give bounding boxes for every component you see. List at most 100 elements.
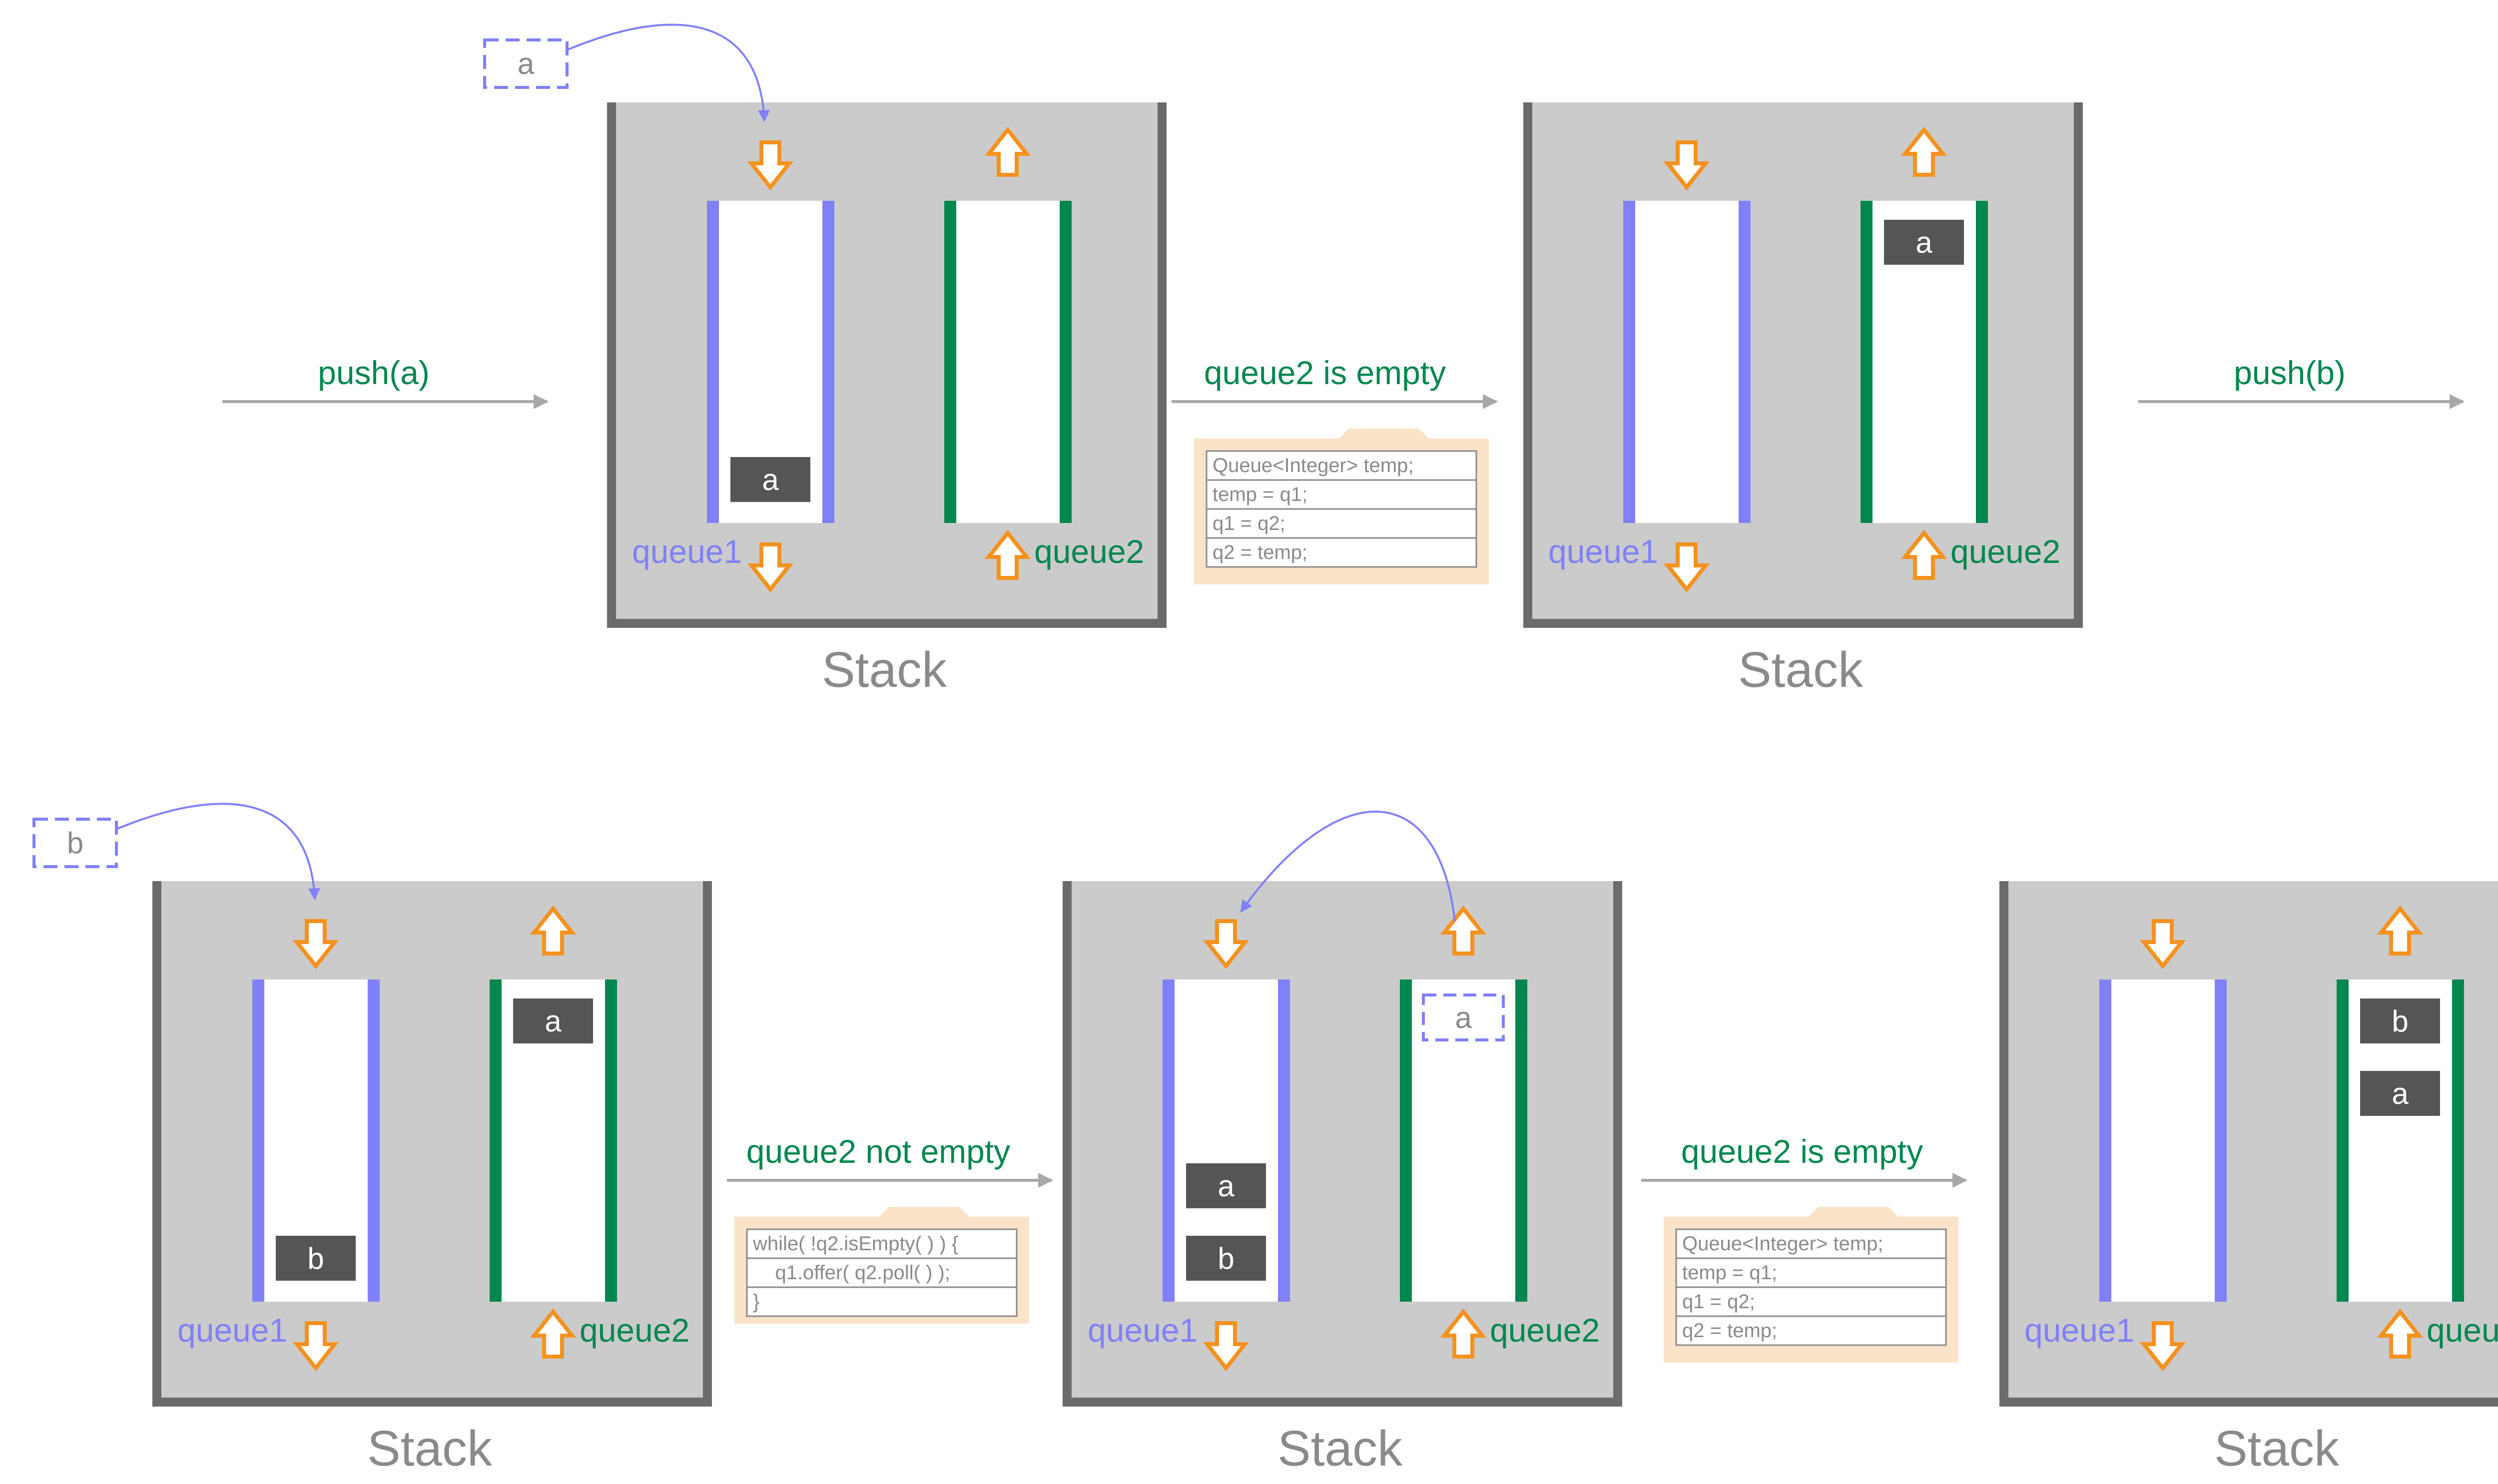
step-label: push(b) [2234,354,2346,391]
queue1-label: queue1 [2024,1312,2134,1349]
queue1-tube [2099,980,2227,1302]
stack-border [1063,881,1622,1407]
code-block: Queue<Integer> temp; temp = q1; q1 = q2; q2… [1664,1207,1958,1363]
queue2-wall-left [944,201,956,523]
incoming-label: b [67,826,83,860]
queue1-wall-right [368,980,380,1302]
step-label: push(a) [318,354,430,391]
queue2-wall-right [1515,980,1527,1302]
enqueue-down-arrow-icon [1203,919,1249,970]
queue2-wall-left [2337,980,2349,1302]
queue2-tube [1400,980,1527,1302]
queue2-item-label: a [1915,226,1932,259]
stack-body [152,881,712,1407]
dequeue-down-arrow-icon [1663,542,1710,593]
stack-diagram: Stack queue1 queue2 a [607,102,1167,698]
stack-body [1523,102,2083,628]
stack-label: Stack [2214,1421,2340,1477]
queue2-wall-right [605,980,617,1302]
queue1-wall-right [1278,980,1290,1302]
code-line: } [753,1291,759,1313]
step-label: queue2 not empty [746,1133,1010,1170]
queue2-item-label: a [2392,1077,2409,1110]
step-transition: queue2 is empty [1172,354,1498,409]
queue2-item [513,998,593,1043]
stack-body [607,102,1167,628]
stack-border [1999,881,2498,1407]
queue2-label: queue2 [1950,533,2060,570]
queue1-item [276,1236,356,1281]
stack-diagram: Stack queue1 queue2 a [1523,102,2083,698]
queue1-item [1186,1163,1266,1208]
step-label: queue2 is empty [1204,354,1446,391]
stack-border [1523,102,2083,628]
queue1-wall-left [707,201,719,523]
code-line: Queue<Integer> temp; [1213,455,1414,477]
queue1-wall-right [822,201,834,523]
queue2-wall-right [1976,201,1988,523]
dequeue-up-arrow-icon [530,905,577,956]
code-line: temp = q1; [1682,1262,1777,1284]
code-line: q2 = temp; [1682,1320,1777,1342]
step-label: queue2 is empty [1681,1133,1923,1170]
code-line: q1 = q2; [1213,512,1285,534]
step-transition: push(a) [222,354,549,409]
step-transition: push(b) [2138,354,2465,409]
dequeue-up-arrow-icon [1900,126,1947,177]
enqueue-up-arrow-icon [984,529,1031,580]
stack-border [152,881,712,1407]
queue2-item-label: a [545,1004,562,1038]
queue1-item [1186,1236,1266,1281]
queue2-item [1884,220,1964,265]
dequeue-down-arrow-icon [2139,1321,2186,1372]
queue1-label: queue1 [177,1312,287,1349]
queue2-label: queue2 [580,1312,689,1349]
queue2-wall-right [2452,980,2464,1302]
queue2-tube [944,201,1072,523]
step-transition: queue2 not empty [727,1133,1053,1188]
queue1-wall-right [1739,201,1751,523]
queue1-wall-left [1623,201,1635,523]
dequeue-down-arrow-icon [747,542,794,593]
code-line: temp = q1; [1213,484,1307,505]
queue2-moving-item [1422,993,1505,1041]
queue1-item-label: a [762,463,779,496]
incoming-dashed-box [32,818,118,868]
queue1-item-label: b [307,1242,324,1275]
dequeue-down-arrow-icon [1203,1321,1249,1372]
code-line: Queue<Integer> temp; [1682,1233,1883,1255]
queue2-label: queue2 [2427,1312,2498,1349]
transfer-curve-arrow-icon [1240,810,1456,922]
code-line: q1.offer( q2.poll( ) ); [753,1262,950,1284]
queue1-wall-left [252,980,264,1302]
queue1-item [730,457,810,502]
incoming-element: a [483,23,770,122]
queue1-label: queue1 [1088,1312,1198,1349]
queue2-wall-left [490,980,502,1302]
step-transition: queue2 is empty [1641,1133,1967,1188]
enqueue-down-arrow-icon [747,140,794,191]
queue2-label: queue2 [1034,533,1144,570]
incoming-dashed-box [483,38,569,89]
dequeue-down-arrow-icon [292,1321,339,1372]
enqueue-up-arrow-icon [2377,1308,2424,1359]
queue2-wall-left [1861,201,1873,523]
queue2-item [2360,1071,2440,1116]
stack-body [1063,881,1622,1407]
queue1-item-label: b [1218,1242,1234,1275]
code-line: q2 = temp; [1213,541,1307,563]
queue2-item-label: b [2392,1004,2408,1038]
stack-label: Stack [1277,1421,1403,1477]
enqueue-up-arrow-icon [1900,529,1947,580]
enqueue-down-arrow-icon [292,919,339,970]
queue2-wall-right [1060,201,1072,523]
stack-border [607,102,1167,628]
code-table [746,1228,1018,1317]
queue2-label: queue2 [1490,1312,1600,1349]
stack-label: Stack [367,1421,493,1477]
stack-diagram: Stack queue1 queue2 b a [1999,881,2498,1477]
code-line: q1 = q2; [1682,1291,1755,1313]
code-block: while( !q2.isEmpty( ) ) { q1.offer( q2.p… [734,1207,1029,1324]
incoming-label: a [518,47,535,80]
